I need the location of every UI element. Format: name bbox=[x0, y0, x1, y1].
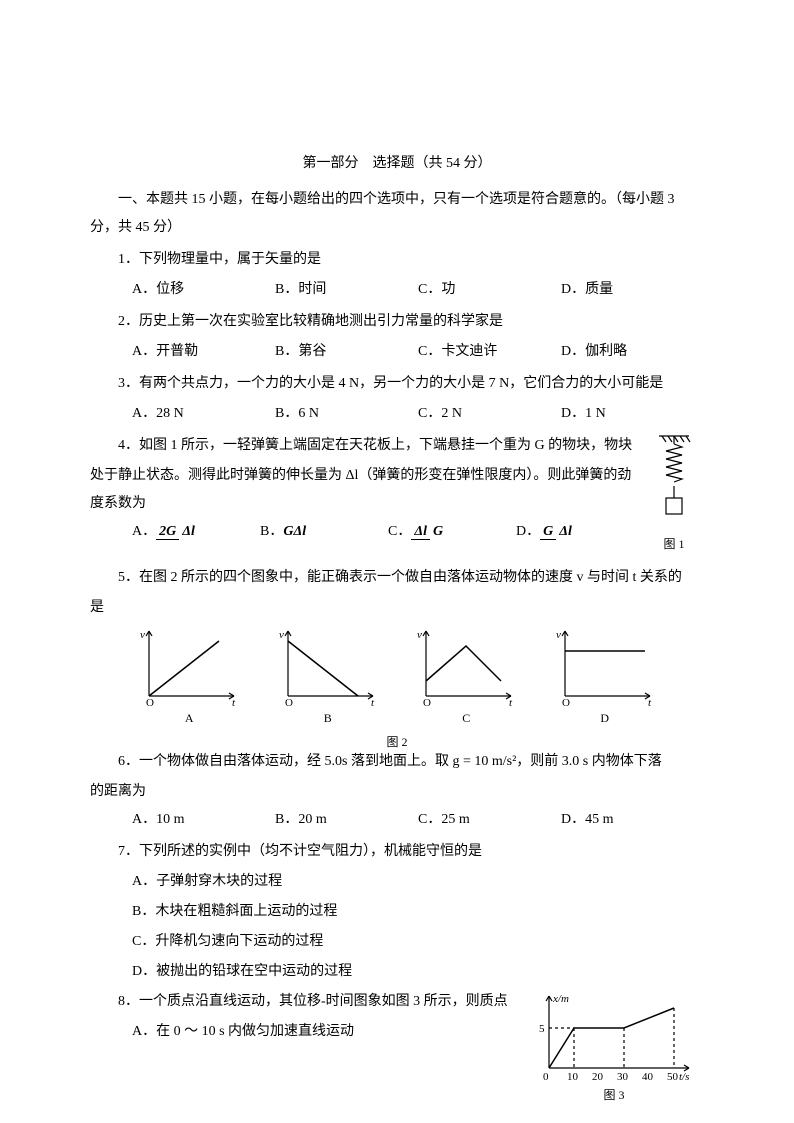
q8-a: A．在 0 ～ 10 s 内做匀加速直线运动 bbox=[90, 1018, 524, 1046]
svg-text:50: 50 bbox=[667, 1071, 679, 1083]
q4-line1: 4．如图 1 所示，一轻弹簧上端固定在天花板上，下端悬挂一个重为 G 的物块，物… bbox=[90, 432, 644, 460]
q2-c: C．卡文迪许 bbox=[418, 338, 561, 366]
svg-text:40: 40 bbox=[642, 1071, 654, 1083]
svg-text:t: t bbox=[232, 697, 236, 706]
q3-options: A．28 N B．6 N C．2 N D．1 N bbox=[90, 400, 704, 428]
q4-c: C．ΔlG bbox=[388, 518, 516, 546]
q4-fig-label: 图 1 bbox=[644, 532, 704, 556]
q3-a: A．28 N bbox=[132, 400, 275, 428]
q4-line2: 处于静止状态。测得此时弹簧的伸长量为 Δl（弹簧的形变在弹性限度内）。则此弹簧的… bbox=[90, 462, 644, 490]
svg-text:t: t bbox=[648, 697, 652, 706]
q2-options: A．开普勒 B．第谷 C．卡文迪许 D．伽利略 bbox=[90, 338, 704, 366]
svg-text:O: O bbox=[285, 697, 293, 706]
q3-text: 3．有两个共点力，一个力的大小是 4 N，另一个力的大小是 7 N，它们合力的大… bbox=[90, 370, 704, 398]
q5-chart-d: v t O D bbox=[550, 626, 660, 730]
svg-text:x/m: x/m bbox=[552, 993, 569, 1005]
svg-text:0: 0 bbox=[543, 1071, 549, 1083]
q6-d: D．45 m bbox=[561, 806, 704, 834]
q6-a: A．10 m bbox=[132, 806, 275, 834]
svg-text:30: 30 bbox=[617, 1071, 629, 1083]
q2-a: A．开普勒 bbox=[132, 338, 275, 366]
svg-text:v: v bbox=[556, 629, 561, 641]
svg-text:t: t bbox=[509, 697, 513, 706]
q5-label-a: A bbox=[134, 706, 244, 730]
q7-a: A．子弹射穿木块的过程 bbox=[90, 868, 704, 896]
q4-d: D．GΔl bbox=[516, 518, 644, 546]
q1-text: 1．下列物理量中，属于矢量的是 bbox=[90, 246, 704, 274]
q1-c: C．功 bbox=[418, 276, 561, 304]
q2-b: B．第谷 bbox=[275, 338, 418, 366]
q6-text2: 的距离为 bbox=[90, 778, 704, 806]
svg-text:O: O bbox=[562, 697, 570, 706]
q7-text: 7．下列所述的实例中（均不计空气阻力），机械能守恒的是 bbox=[90, 838, 704, 866]
q4-line3: 度系数为 bbox=[90, 490, 644, 518]
q5-label-b: B bbox=[273, 706, 383, 730]
q4-a: A．2GΔl bbox=[132, 518, 260, 546]
q4-options: A．2GΔl B．GΔl C．ΔlG D．GΔl bbox=[90, 518, 644, 546]
q4-figure: 图 1 bbox=[644, 432, 704, 556]
q1-a: A．位移 bbox=[132, 276, 275, 304]
q5-label-d: D bbox=[550, 706, 660, 730]
svg-text:20: 20 bbox=[592, 1071, 604, 1083]
q5-text2: 是 bbox=[90, 594, 704, 622]
q5-charts: v t O A v t O B v t O bbox=[90, 626, 704, 730]
q1-options: A．位移 B．时间 C．功 D．质量 bbox=[90, 276, 704, 304]
q7-b: B．木块在粗糙斜面上运动的过程 bbox=[90, 898, 704, 926]
q7-d: D．被抛出的铅球在空中运动的过程 bbox=[90, 958, 704, 986]
svg-text:O: O bbox=[423, 697, 431, 706]
svg-text:v: v bbox=[417, 629, 422, 641]
section-title: 第一部分 选择题（共 54 分） bbox=[90, 150, 704, 178]
q8-figure: x/m t/s 5 0 10 20 30 40 50 图 3 bbox=[524, 988, 704, 1107]
q5-chart-c: v t O C bbox=[411, 626, 521, 730]
instructions: 一、本题共 15 小题，在每小题给出的四个选项中，只有一个选项是符合题意的。（每… bbox=[90, 186, 704, 242]
q8-fig-label: 图 3 bbox=[524, 1083, 704, 1107]
q3-d: D．1 N bbox=[561, 400, 704, 428]
q3-c: C．2 N bbox=[418, 400, 561, 428]
q6-options: A．10 m B．20 m C．25 m D．45 m bbox=[90, 806, 704, 834]
svg-text:v: v bbox=[140, 629, 145, 641]
q5-label-c: C bbox=[411, 706, 521, 730]
q6-c: C．25 m bbox=[418, 806, 561, 834]
q4-b: B．GΔl bbox=[260, 518, 388, 546]
svg-text:t/s: t/s bbox=[679, 1071, 689, 1083]
q1-d: D．质量 bbox=[561, 276, 704, 304]
q6-b: B．20 m bbox=[275, 806, 418, 834]
q8-text: 8．一个质点沿直线运动，其位移-时间图象如图 3 所示，则质点 bbox=[90, 988, 524, 1016]
q7-c: C．升降机匀速向下运动的过程 bbox=[90, 928, 704, 956]
q5-text: 5．在图 2 所示的四个图象中，能正确表示一个做自由落体运动物体的速度 v 与时… bbox=[90, 564, 704, 592]
svg-text:10: 10 bbox=[567, 1071, 579, 1083]
q5-chart-a: v t O A bbox=[134, 626, 244, 730]
svg-text:5: 5 bbox=[539, 1023, 545, 1035]
q2-d: D．伽利略 bbox=[561, 338, 704, 366]
svg-text:O: O bbox=[146, 697, 154, 706]
q2-text: 2．历史上第一次在实验室比较精确地测出引力常量的科学家是 bbox=[90, 308, 704, 336]
svg-text:t: t bbox=[371, 697, 375, 706]
q5-chart-b: v t O B bbox=[273, 626, 383, 730]
q6-text: 6．一个物体做自由落体运动，经 5.0s 落到地面上。取 g = 10 m/s²… bbox=[90, 748, 704, 776]
spring-icon bbox=[654, 432, 694, 532]
svg-text:v: v bbox=[279, 629, 284, 641]
q3-b: B．6 N bbox=[275, 400, 418, 428]
q1-b: B．时间 bbox=[275, 276, 418, 304]
